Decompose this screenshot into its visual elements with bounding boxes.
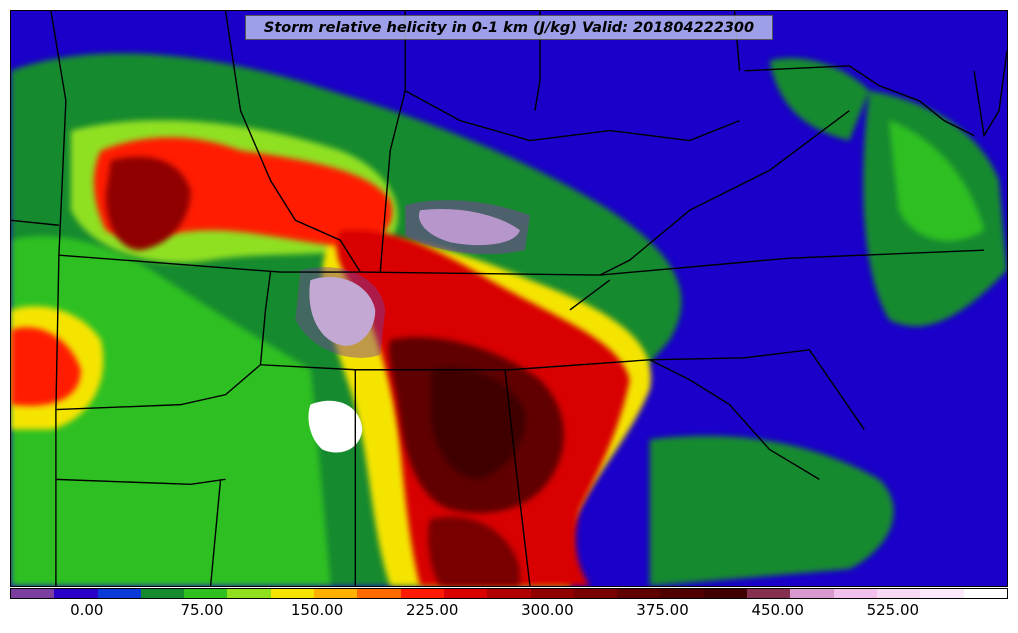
- colorbar-ticks: 0.00 75.00 150.00 225.00 300.00 375.00 450.00 5…: [10, 601, 1008, 625]
- colorbar-segment: [487, 589, 531, 598]
- field-darkred: [105, 156, 564, 586]
- colorbar-tick-label: 375.00: [636, 601, 689, 619]
- colorbar-tick-label: 525.00: [866, 601, 920, 619]
- colorbar-segment: [443, 589, 488, 598]
- colorbar-segment: [660, 589, 704, 598]
- colorbar-segment: [617, 589, 661, 598]
- field-white: [295, 200, 530, 453]
- colorbar-tick-label: 150.00: [290, 601, 344, 619]
- colorbar-tick-label: 300.00: [521, 601, 574, 619]
- colorbar-segment: [963, 589, 1007, 598]
- colorbar-segment: [227, 589, 271, 598]
- colorbar-tick-label: 225.00: [405, 601, 459, 619]
- colorbar-segment: [140, 589, 185, 598]
- colorbar-tick-label: 450.00: [751, 601, 804, 619]
- colorbar-segment: [400, 589, 444, 598]
- colorbar-tick-label: 0.00: [70, 601, 104, 619]
- colorbar: [10, 588, 1008, 599]
- map-title: Storm relative helicity in 0-1 km (J/kg)…: [263, 19, 755, 36]
- colorbar-segment: [920, 589, 964, 598]
- map-title-box: Storm relative helicity in 0-1 km (J/kg)…: [245, 15, 773, 40]
- colorbar-segment: [703, 589, 748, 598]
- colorbar-segment: [357, 589, 401, 598]
- colorbar-segment: [11, 589, 55, 598]
- colorbar-segment: [573, 589, 618, 598]
- colorbar-segment: [790, 589, 834, 598]
- colorbar-segment: [876, 589, 921, 598]
- colorbar-tick-label: 75.00: [180, 601, 224, 619]
- colorbar-segment: [184, 589, 228, 598]
- colorbar-segment: [530, 589, 574, 598]
- helicity-map: [11, 11, 1007, 586]
- colorbar-segment: [97, 589, 141, 598]
- colorbar-segment: [54, 589, 98, 598]
- colorbar-segment: [270, 589, 315, 598]
- colorbar-segment: [314, 589, 358, 598]
- colorbar-segment: [833, 589, 877, 598]
- colorbar-segment: [747, 589, 791, 598]
- map-panel: [10, 10, 1008, 587]
